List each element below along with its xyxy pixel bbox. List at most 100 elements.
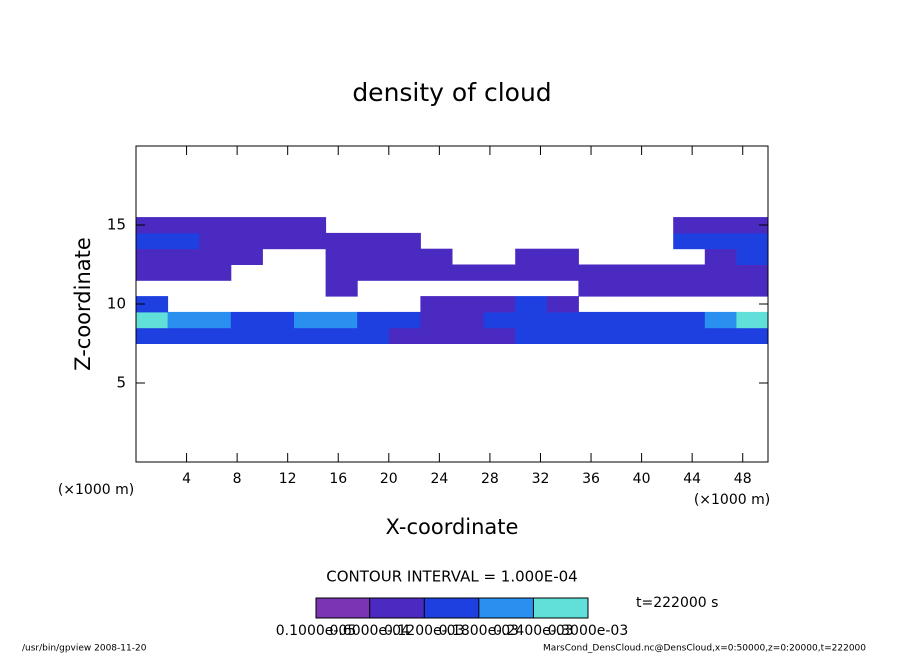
grid-cell <box>736 248 769 265</box>
grid-cell <box>199 264 232 281</box>
grid-cell <box>736 264 769 281</box>
grid-cell <box>578 327 611 344</box>
x-tick-label: 20 <box>380 471 398 487</box>
grid-cell <box>704 217 737 234</box>
grid-cell <box>357 264 390 281</box>
grid-cell <box>167 311 200 329</box>
grid-cell <box>388 232 421 250</box>
grid-cell <box>262 311 295 329</box>
grid-cell <box>357 311 390 329</box>
footer-right: MarsCond_DensCloud.nc@DensCloud,x=0:5000… <box>543 644 866 654</box>
grid-cell <box>199 311 232 329</box>
x-tick-label: 8 <box>233 471 242 487</box>
time-label: t=222000 s <box>636 595 718 611</box>
grid-cell <box>641 264 674 281</box>
grid-cell <box>136 327 169 344</box>
grid-cell <box>325 327 358 344</box>
grid-cell <box>483 296 516 313</box>
grid-cell <box>199 217 232 234</box>
colorbar-tick-label: 0.1800e-03 <box>439 623 519 639</box>
grid-cell <box>294 311 327 329</box>
grid-cell <box>641 311 674 329</box>
grid-cell <box>136 264 169 281</box>
x-tick-label: 24 <box>430 471 448 487</box>
grid-cell <box>136 248 169 265</box>
grid-cell <box>546 248 579 265</box>
colorbar-bin <box>424 598 479 618</box>
grid-cell <box>673 327 706 344</box>
grid-cell <box>673 264 706 281</box>
y-tick-label: 10 <box>107 295 126 313</box>
grid-cell <box>357 232 390 250</box>
grid-cell <box>230 248 263 265</box>
grid-cell <box>452 311 485 329</box>
grid-cell <box>452 327 485 344</box>
grid-cell <box>325 280 358 297</box>
grid-cell <box>546 311 579 329</box>
grid-cell <box>704 264 737 281</box>
grid-cell <box>704 327 737 344</box>
grid-cell <box>610 327 643 344</box>
colorbar-tick-label: 0.1200e-03 <box>384 623 464 639</box>
grid-cell <box>294 327 327 344</box>
grid-cell <box>388 264 421 281</box>
x-tick-label: 16 <box>329 471 347 487</box>
grid-cell <box>578 264 611 281</box>
colorbar-tick-label: 0.3000e-03 <box>548 623 628 639</box>
grid-cell <box>578 311 611 329</box>
grid-cell <box>136 296 169 313</box>
grid-cell <box>199 327 232 344</box>
x-tick-label: 48 <box>734 471 752 487</box>
grid-cell <box>546 327 579 344</box>
footer-left: /usr/bin/gpview 2008-11-20 <box>22 644 147 654</box>
grid-cell <box>294 232 327 250</box>
y-tick-label: 5 <box>116 374 126 392</box>
grid-cell <box>610 280 643 297</box>
contour-interval: CONTOUR INTERVAL = 1.000E-04 <box>326 568 577 586</box>
grid-cell <box>736 232 769 250</box>
grid-cell <box>230 232 263 250</box>
grid-cell <box>673 311 706 329</box>
grid-cell <box>641 327 674 344</box>
grid-cell <box>515 264 548 281</box>
grid-cell <box>388 311 421 329</box>
grid-cell <box>262 217 295 234</box>
grid-cell <box>167 217 200 234</box>
grid-cell <box>452 264 485 281</box>
grid-cell <box>483 264 516 281</box>
x-unit-left: (×1000 m) <box>58 482 134 498</box>
grid-cell <box>515 311 548 329</box>
cells <box>136 217 769 344</box>
grid-cell <box>230 327 263 344</box>
grid-cell <box>325 264 358 281</box>
grid-cell <box>230 217 263 234</box>
grid-cell <box>136 232 169 250</box>
grid-cell <box>704 280 737 297</box>
grid-cell <box>452 296 485 313</box>
x-tick-label: 28 <box>481 471 499 487</box>
x-tick-label: 4 <box>182 471 191 487</box>
colorbar-bin <box>478 598 534 618</box>
grid-cell <box>704 311 737 329</box>
grid-cell <box>736 327 769 344</box>
grid-cell <box>420 248 453 265</box>
x-axis-label: X-coordinate <box>386 515 519 539</box>
grid-cell <box>673 280 706 297</box>
grid-cell <box>167 327 200 344</box>
x-tick-label: 36 <box>582 471 600 487</box>
colorbar-tick-label: 0.6000e-04 <box>329 623 410 639</box>
grid-cell <box>167 264 200 281</box>
x-unit-right: (×1000 m) <box>694 492 770 508</box>
grid-cell <box>199 248 232 265</box>
grid-cell <box>262 232 295 250</box>
grid-cell <box>294 217 327 234</box>
colorbar-tick-label: 0.1000e-05 <box>276 623 356 639</box>
grid-cell <box>673 217 706 234</box>
grid-cell <box>136 217 169 234</box>
grid-cell <box>230 311 263 329</box>
colorbar-bin <box>316 598 370 618</box>
grid-cell <box>736 217 769 234</box>
chart-title: density of cloud <box>352 78 551 107</box>
grid-cell <box>673 232 706 250</box>
